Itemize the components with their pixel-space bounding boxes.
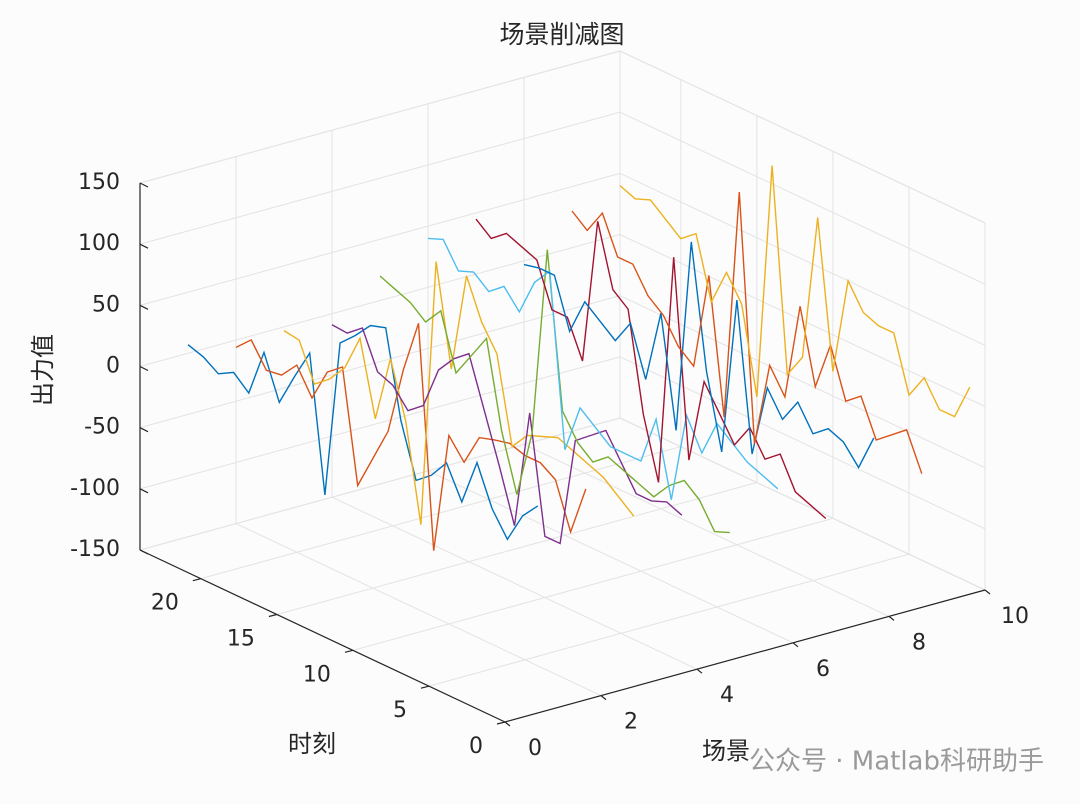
x-axis-label: 场景 xyxy=(702,737,750,765)
z-axis-label: 出力值 xyxy=(29,334,57,406)
data-line xyxy=(283,261,635,525)
y-tick xyxy=(420,685,430,689)
x-tick xyxy=(984,589,991,595)
y-tick xyxy=(268,613,278,618)
x-tick xyxy=(600,695,607,701)
z-tick xyxy=(139,549,149,555)
chart-title: 场景削减图 xyxy=(499,20,624,49)
z-tick xyxy=(139,488,149,494)
y-tick-label: 0 xyxy=(469,734,483,759)
z-tick-label: 0 xyxy=(106,354,120,379)
z-tick xyxy=(139,243,149,249)
data-line xyxy=(571,191,923,474)
y-tick-label: 15 xyxy=(227,627,255,652)
x-tick-label: 6 xyxy=(816,657,830,682)
y-tick-label: 5 xyxy=(393,698,407,723)
plot-lines xyxy=(187,165,971,551)
x-tick-label: 4 xyxy=(720,683,734,708)
x-tick-label: 2 xyxy=(624,710,638,735)
z-tick xyxy=(139,427,149,433)
z-tick-label: -100 xyxy=(70,476,120,501)
z-tick xyxy=(139,304,149,310)
x-tick-label: 10 xyxy=(1001,604,1029,629)
watermark: 公众号 · Matlab科研助手 xyxy=(749,747,1044,777)
x-tick-label: 8 xyxy=(912,630,926,655)
grid-line xyxy=(139,234,621,367)
y-axis-label: 时刻 xyxy=(288,730,336,758)
data-line xyxy=(475,218,827,520)
z-tick-label: 50 xyxy=(92,292,120,317)
z-tick-label: -150 xyxy=(70,537,120,562)
z-tick-label: 150 xyxy=(78,170,120,195)
data-line xyxy=(427,237,779,500)
grid-line xyxy=(139,111,621,245)
data-line xyxy=(235,323,587,551)
z-tick-label: 100 xyxy=(78,231,120,256)
grid-line xyxy=(139,295,621,429)
grid-line xyxy=(139,50,621,184)
grid-line xyxy=(139,417,621,551)
y-tick xyxy=(192,578,201,582)
x-tick xyxy=(504,721,511,727)
data-line xyxy=(523,241,875,469)
grid-line xyxy=(139,172,621,306)
data-line xyxy=(619,165,971,418)
x-tick xyxy=(696,668,703,674)
x-tick xyxy=(888,615,895,621)
z-tick-label: -50 xyxy=(84,415,120,440)
x-tick-label: 0 xyxy=(528,736,542,761)
grid-line xyxy=(428,553,910,687)
y-tick-label: 10 xyxy=(303,662,331,687)
grid-line xyxy=(352,517,834,651)
z-tick xyxy=(139,182,149,188)
y-tick xyxy=(496,721,506,725)
x-axis-line xyxy=(504,589,986,723)
grid-line xyxy=(276,482,758,615)
y-tick-label: 20 xyxy=(151,591,179,616)
y-tick xyxy=(344,649,354,653)
data-line xyxy=(331,324,683,545)
x-tick xyxy=(792,642,799,648)
z-tick xyxy=(139,365,149,372)
grid-line xyxy=(200,446,681,580)
grid-line xyxy=(139,356,621,490)
